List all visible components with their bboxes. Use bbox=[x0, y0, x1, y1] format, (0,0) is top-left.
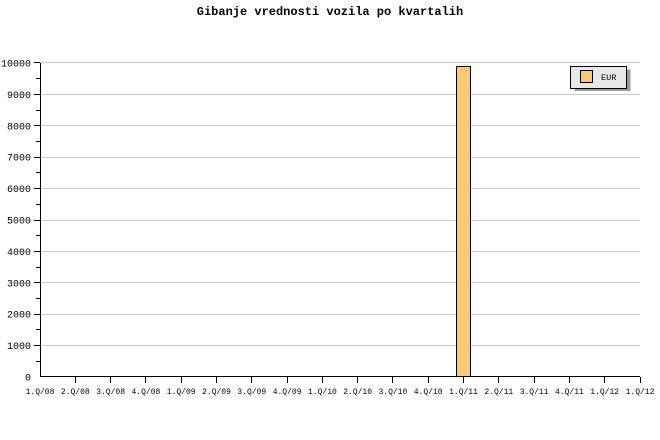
svg-text:5000: 5000 bbox=[7, 217, 31, 228]
svg-text:6000: 6000 bbox=[7, 185, 31, 196]
svg-text:8000: 8000 bbox=[7, 122, 31, 133]
svg-text:4000: 4000 bbox=[7, 248, 31, 259]
svg-text:4.Q/10: 4.Q/10 bbox=[414, 388, 443, 397]
svg-text:1.Q/12: 1.Q/12 bbox=[626, 388, 655, 397]
svg-text:3.Q/11: 3.Q/11 bbox=[520, 388, 549, 397]
svg-text:3.Q/09: 3.Q/09 bbox=[237, 388, 266, 397]
svg-text:1.Q/08: 1.Q/08 bbox=[26, 388, 55, 397]
svg-text:EUR: EUR bbox=[601, 73, 616, 83]
svg-text:2.Q/09: 2.Q/09 bbox=[202, 388, 231, 397]
svg-text:1.Q/10: 1.Q/10 bbox=[308, 388, 337, 397]
svg-text:9000: 9000 bbox=[7, 91, 31, 102]
svg-text:2.Q/10: 2.Q/10 bbox=[343, 388, 372, 397]
svg-text:4.Q/09: 4.Q/09 bbox=[273, 388, 302, 397]
svg-text:10000: 10000 bbox=[1, 60, 31, 71]
svg-text:4.Q/08: 4.Q/08 bbox=[131, 388, 160, 397]
svg-text:3.Q/08: 3.Q/08 bbox=[96, 388, 125, 397]
svg-text:2000: 2000 bbox=[7, 311, 31, 322]
svg-text:1.Q/09: 1.Q/09 bbox=[167, 388, 196, 397]
svg-text:2.Q/11: 2.Q/11 bbox=[484, 388, 513, 397]
svg-text:3000: 3000 bbox=[7, 279, 31, 290]
svg-text:1000: 1000 bbox=[7, 342, 31, 353]
svg-text:3.Q/10: 3.Q/10 bbox=[378, 388, 407, 397]
svg-text:4.Q/11: 4.Q/11 bbox=[555, 388, 584, 397]
svg-text:2.Q/08: 2.Q/08 bbox=[61, 388, 90, 397]
svg-text:0: 0 bbox=[25, 374, 31, 385]
svg-text:7000: 7000 bbox=[7, 154, 31, 165]
svg-text:1.Q/11: 1.Q/11 bbox=[449, 388, 478, 397]
svg-text:1.Q/12: 1.Q/12 bbox=[590, 388, 619, 397]
